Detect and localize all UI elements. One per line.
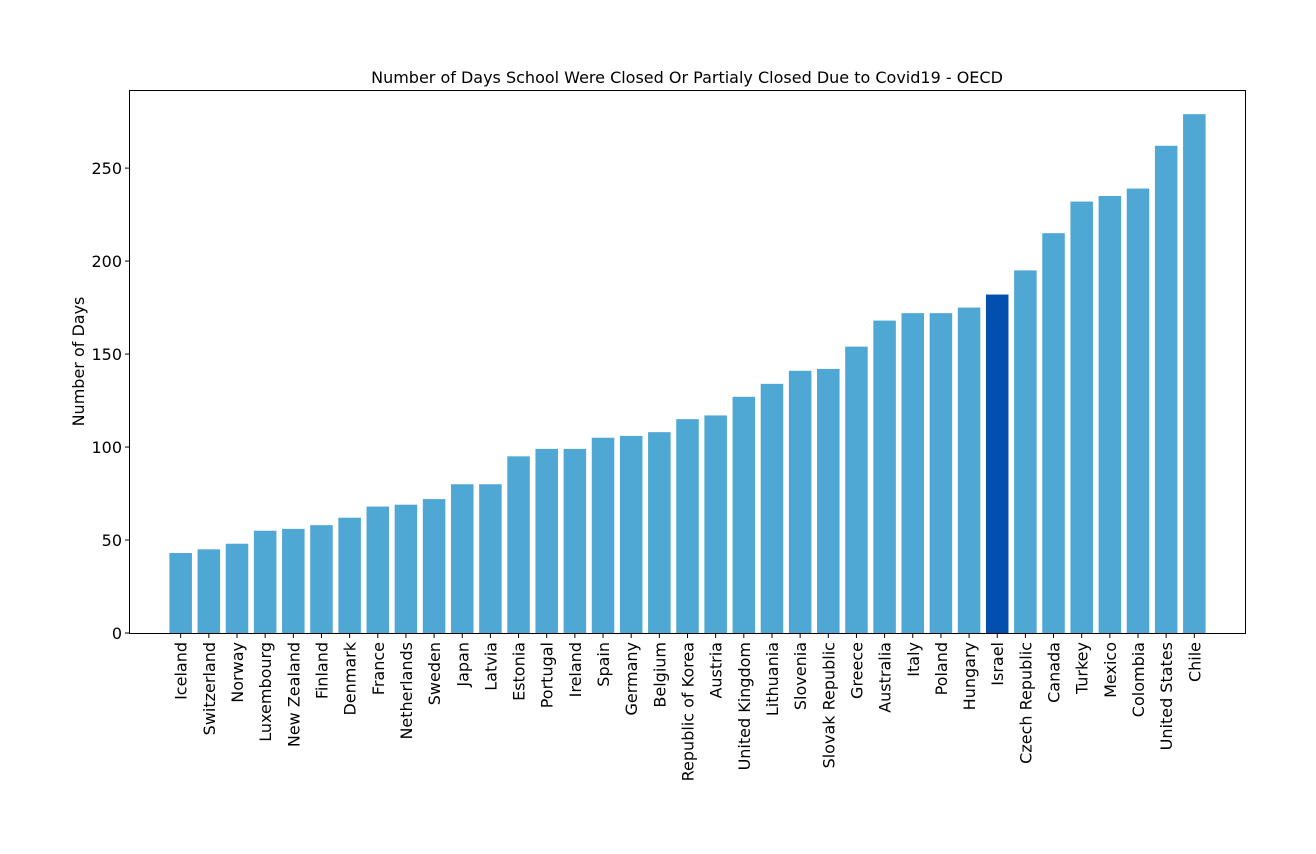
y-tick-label: 150: [91, 345, 122, 364]
y-axis-label: Number of Days: [69, 297, 88, 427]
bar-czech-republic: [1014, 270, 1037, 633]
bars-group: [169, 114, 1206, 634]
bar-denmark: [338, 517, 361, 633]
bar-turkey: [1070, 201, 1093, 633]
y-tick-label: 200: [91, 252, 122, 271]
x-tick-label: Czech Republic: [1016, 642, 1035, 764]
x-tick-label: Mexico: [1101, 642, 1120, 698]
bar-ireland: [563, 448, 587, 633]
bar-switzerland: [197, 549, 221, 633]
bar-greece: [845, 346, 868, 633]
x-tick-label: Greece: [847, 642, 866, 699]
x-tick-label: Belgium: [650, 642, 669, 708]
bar-germany: [619, 435, 643, 633]
bar-italy: [901, 313, 925, 633]
bar-new-zealand: [282, 528, 305, 633]
x-tick-label: Lithuania: [763, 642, 782, 716]
x-tick-label: France: [369, 642, 388, 695]
x-tick-label: Germany: [622, 642, 641, 716]
x-tick-label: Spain: [594, 642, 613, 687]
bar-chile: [1183, 114, 1206, 634]
bar-latvia: [479, 484, 502, 633]
bar-belgium: [648, 432, 671, 633]
x-tick-label: Chile: [1185, 642, 1204, 682]
x-tick-label: Luxembourg: [256, 642, 275, 742]
bar-israel: [985, 294, 1009, 633]
bar-france: [366, 506, 390, 633]
x-tick-label: Switzerland: [200, 642, 219, 735]
bar-australia: [873, 320, 896, 633]
bar-norway: [225, 543, 249, 633]
bar-iceland: [169, 553, 192, 633]
bar-colombia: [1126, 188, 1150, 633]
chart-title: Number of Days School Were Closed Or Par…: [371, 68, 1003, 87]
y-tick-label: 250: [91, 159, 122, 178]
x-tick-label: Finland: [312, 642, 331, 699]
x-tick-label: Slovenia: [791, 642, 810, 710]
x-tick-label: Latvia: [481, 642, 500, 691]
x-tick-label: Iceland: [172, 642, 191, 700]
x-tick-label: Ireland: [566, 642, 585, 697]
bar-finland: [310, 525, 333, 633]
x-tick-label: Austria: [707, 642, 726, 699]
bar-hungary: [957, 307, 981, 633]
x-tick-label: Colombia: [1129, 642, 1148, 717]
bar-slovenia: [788, 370, 812, 633]
bar-mexico: [1098, 196, 1122, 633]
x-tick-label: Canada: [1045, 642, 1064, 703]
bar-portugal: [535, 448, 558, 633]
bar-estonia: [507, 456, 530, 633]
x-tick-label: Netherlands: [397, 642, 416, 740]
y-axis-ticks: 0 50 100 150 200 250: [91, 159, 130, 643]
bar-united-states: [1154, 145, 1178, 634]
x-tick-label: Israel: [988, 642, 1007, 686]
x-tick-label: Japan: [453, 642, 472, 688]
x-tick-label: Norway: [228, 642, 247, 703]
bar-japan: [450, 484, 474, 633]
x-tick-label: New Zealand: [284, 642, 303, 747]
x-tick-label: Australia: [876, 642, 895, 713]
x-tick-label: Sweden: [425, 642, 444, 705]
x-axis-ticks: Iceland Switzerland Norway Luxembourg New Ze…: [172, 633, 1204, 781]
bar-spain: [591, 437, 615, 633]
x-tick-label: Turkey: [1073, 642, 1092, 695]
x-tick-label: Denmark: [341, 641, 360, 715]
bar-austria: [704, 415, 727, 633]
y-tick-label: 50: [102, 531, 122, 550]
bar-sweden: [422, 499, 446, 633]
bar-united-kingdom: [732, 396, 756, 633]
bar-canada: [1042, 233, 1065, 633]
x-tick-label: Slovak Republic: [819, 642, 838, 768]
x-tick-label: Italy: [904, 642, 923, 677]
x-tick-label: Poland: [932, 642, 951, 695]
bar-republic-of-korea: [676, 419, 699, 633]
x-tick-label: Portugal: [538, 642, 557, 708]
x-tick-label: United Kingdom: [735, 642, 754, 770]
bar-lithuania: [760, 383, 784, 633]
bar-netherlands: [394, 504, 418, 633]
bar-poland: [929, 313, 953, 633]
y-tick-label: 0: [112, 624, 122, 643]
y-tick-label: 100: [91, 438, 122, 457]
bar-slovak-republic: [817, 368, 840, 633]
x-tick-label: Estonia: [510, 642, 529, 701]
x-tick-label: Hungary: [960, 642, 979, 710]
x-tick-label: Republic of Korea: [679, 642, 698, 781]
x-tick-label: United States: [1157, 642, 1176, 750]
bar-luxembourg: [253, 530, 277, 633]
